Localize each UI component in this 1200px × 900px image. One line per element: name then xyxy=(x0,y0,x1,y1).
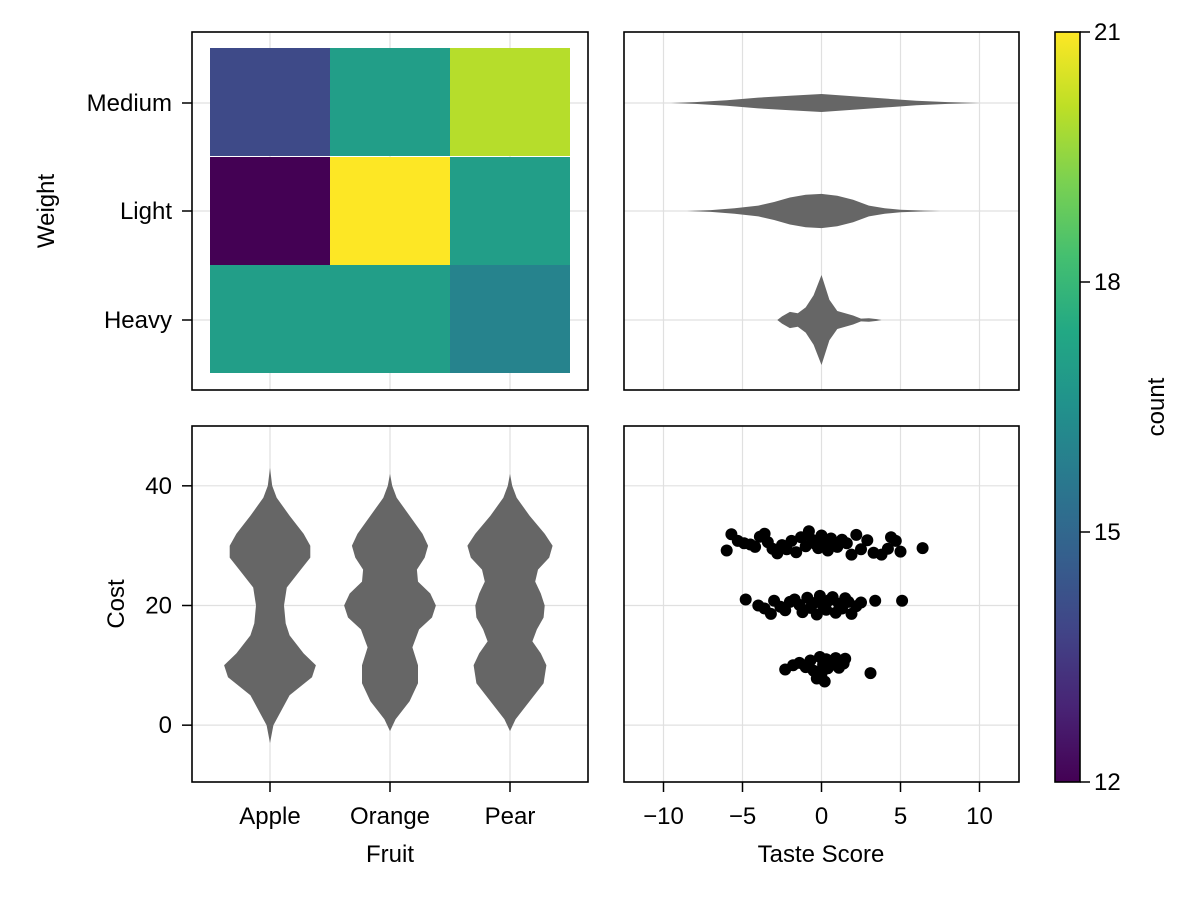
colorbar: 12 15 18 21 count xyxy=(1054,19,1170,796)
scatter-point xyxy=(845,548,858,561)
heatmap-cell xyxy=(210,48,330,156)
scatter-point xyxy=(855,543,867,556)
scatter-point xyxy=(894,545,907,558)
heatmap-cell xyxy=(450,48,570,156)
vviolin-x-axis-label: Fruit xyxy=(366,841,414,868)
scatter-point xyxy=(861,534,874,547)
hviolin-panel xyxy=(623,31,1020,391)
violin-light xyxy=(687,193,940,229)
vviolin-panel: 0 20 40 Apple Orange Pear Cost Fruit xyxy=(103,425,589,868)
heatmap-cell xyxy=(330,157,450,265)
violin-medium xyxy=(671,94,980,112)
scatter-points xyxy=(720,525,929,688)
scatter-point xyxy=(804,654,817,667)
scatter-point xyxy=(739,593,752,606)
scatter-point xyxy=(869,594,882,607)
colorbar-label: count xyxy=(1143,377,1170,436)
scatter-point xyxy=(785,534,798,547)
violin-heavy xyxy=(777,275,882,365)
scatter-point xyxy=(820,603,833,616)
scatter-point xyxy=(850,528,863,541)
x-tick-label: Apple xyxy=(239,803,300,830)
colorbar-gradient xyxy=(1055,32,1080,782)
scatter-panel: −10 −5 0 5 10 Taste Score xyxy=(623,425,1020,868)
scatter-point xyxy=(764,607,777,620)
vviolin-x-ticks: Apple Orange Pear xyxy=(239,782,535,830)
scatter-point xyxy=(749,540,762,553)
violin-orange xyxy=(344,473,436,732)
scatter-point xyxy=(839,652,852,665)
colorbar-tick-label: 15 xyxy=(1094,519,1121,546)
x-tick-label: −10 xyxy=(643,803,684,830)
heatmap-cell xyxy=(330,48,450,156)
scatter-point xyxy=(720,544,733,557)
scatter-point xyxy=(916,542,929,555)
heatmap-cell xyxy=(210,265,330,373)
colorbar-tick-label: 12 xyxy=(1094,769,1121,796)
vviolin-y-ticks: 0 20 40 xyxy=(145,473,192,739)
y-tick-label: 40 xyxy=(145,473,172,500)
heatmap-y-ticks: Heavy Light Medium xyxy=(87,90,192,334)
x-tick-label: Pear xyxy=(485,803,536,830)
colorbar-tick-label: 21 xyxy=(1094,19,1121,46)
violin-pear xyxy=(467,473,553,732)
scatter-point xyxy=(810,608,823,621)
heatmap-cells xyxy=(210,48,570,373)
scatter-point xyxy=(881,542,894,555)
heatmap-y-axis-label: Weight xyxy=(33,174,60,249)
heatmap-cell xyxy=(450,265,570,373)
x-tick-label: 0 xyxy=(815,803,828,830)
x-tick-label: 10 xyxy=(966,803,993,830)
scatter-point xyxy=(818,675,831,688)
scatter-point xyxy=(813,589,826,602)
x-tick-label: Orange xyxy=(350,803,430,830)
y-tick-label: Medium xyxy=(87,90,172,117)
y-tick-label: 20 xyxy=(145,592,172,619)
scatter-point xyxy=(840,537,853,550)
vviolin-shapes xyxy=(224,467,553,744)
heatmap-cell xyxy=(450,157,570,265)
y-tick-label: Heavy xyxy=(104,307,172,334)
scatter-point xyxy=(889,534,902,547)
y-tick-label: 0 xyxy=(159,712,172,739)
scatter-point xyxy=(855,596,867,609)
heatmap-cell xyxy=(210,157,330,265)
scatter-point xyxy=(864,667,877,680)
vviolin-y-axis-label: Cost xyxy=(103,579,130,629)
violin-apple xyxy=(224,467,316,744)
scatter-point xyxy=(896,594,909,607)
hviolin-frame xyxy=(623,31,1020,391)
scatter-x-ticks: −10 −5 0 5 10 xyxy=(643,782,993,830)
x-tick-label: 5 xyxy=(894,803,907,830)
colorbar-tick-label: 18 xyxy=(1094,269,1121,296)
scatter-x-axis-label: Taste Score xyxy=(758,841,885,868)
colorbar-frame xyxy=(1054,31,1081,783)
heatmap-cell xyxy=(330,265,450,373)
hviolin-shapes xyxy=(671,94,980,365)
scatter-point xyxy=(790,546,803,559)
x-tick-label: −5 xyxy=(729,803,756,830)
colorbar-ticks: 12 15 18 21 xyxy=(1080,19,1121,796)
y-tick-label: Light xyxy=(120,198,172,225)
heatmap-panel: Heavy Light Medium Weight xyxy=(33,31,589,391)
